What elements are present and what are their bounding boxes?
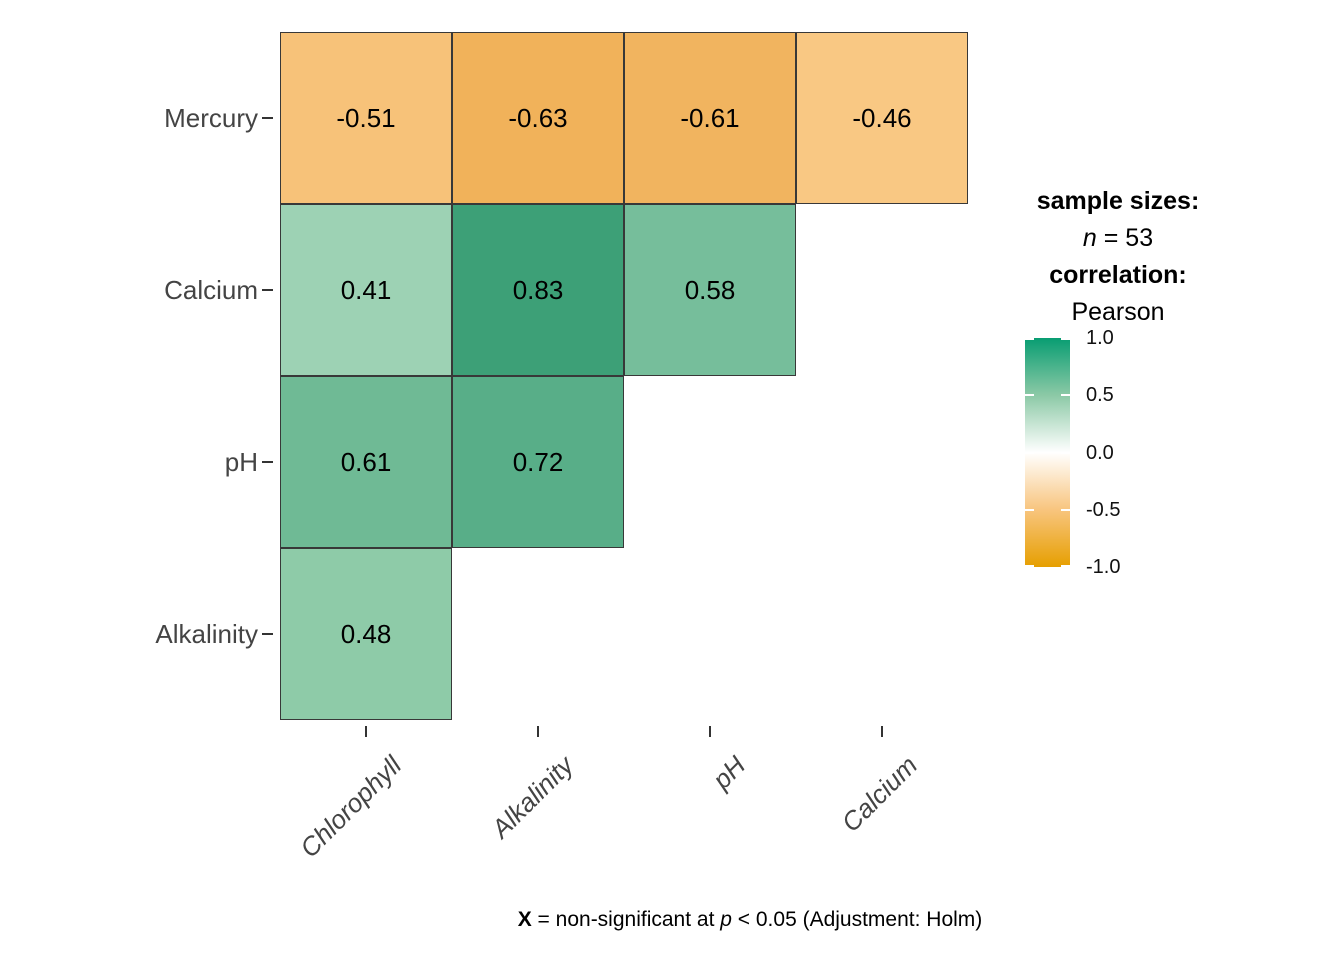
colorbar-break-tick (1061, 394, 1070, 397)
heatmap-cell-alkalinity-chlorophyll: 0.48 (280, 548, 452, 720)
x-axis-label-ph: pH (706, 750, 752, 795)
cell-value: 0.58 (684, 274, 736, 305)
heatmap-cell-mercury-alkalinity: -0.63 (452, 32, 624, 204)
colorbar-tick-label: 1.0 (1086, 327, 1114, 349)
legend-correlation-method: Pearson (1071, 298, 1165, 326)
colorbar-break-tick (1025, 565, 1034, 567)
heatmap-cell-calcium-chlorophyll: 0.41 (280, 204, 452, 376)
caption-x-symbol: X (517, 908, 532, 931)
cell-value: 0.41 (340, 274, 392, 305)
caption-mid-text: = non-significant at (531, 908, 721, 931)
colorbar-tick-label: -0.5 (1086, 498, 1121, 521)
heatmap-cell-mercury-chlorophyll: -0.51 (280, 32, 452, 204)
cell-value: 0.72 (512, 446, 564, 477)
legend: sample sizes: n = 53 correlation: Pearso… (1020, 183, 1216, 331)
colorbar-tick-label: 0.0 (1086, 441, 1114, 464)
heatmap-cell-mercury-ph: -0.61 (624, 32, 796, 204)
y-axis-tick (262, 461, 273, 463)
colorbar-break-tick (1061, 565, 1070, 567)
heatmap-cell-calcium-ph: 0.58 (624, 204, 796, 376)
legend-sample-size-value: n = 53 (1020, 220, 1216, 257)
colorbar-break-tick (1061, 451, 1070, 454)
caption-end-text: < 0.05 (Adjustment: Holm) (731, 908, 983, 931)
x-axis-tick (881, 726, 883, 737)
heatmap-cell-ph-chlorophyll: 0.61 (280, 376, 452, 548)
cell-value: -0.46 (852, 102, 912, 133)
colorbar-break-tick (1061, 338, 1070, 340)
heatmap-cell-mercury-calcium: -0.46 (796, 32, 968, 204)
heatmap-cell-calcium-alkalinity: 0.83 (452, 204, 624, 376)
cell-value: 0.83 (512, 274, 564, 305)
x-axis-tick (365, 726, 367, 737)
cell-value: 0.61 (340, 446, 392, 477)
caption-p-symbol: p (720, 908, 732, 931)
heatmap-cell-ph-alkalinity: 0.72 (452, 376, 624, 548)
cell-value: -0.51 (336, 102, 396, 133)
legend-title-sample-sizes: sample sizes: (1036, 187, 1200, 215)
y-axis-tick (262, 633, 273, 635)
caption: X = non-significant at p < 0.05 (Adjustm… (280, 908, 1220, 932)
y-axis-label-mercury: Mercury (164, 103, 258, 133)
y-axis-label-alkalinity: Alkalinity (155, 619, 258, 649)
n-value: = 53 (1096, 224, 1154, 252)
cell-value: -0.61 (680, 102, 740, 133)
x-axis-tick (537, 726, 539, 737)
y-axis-label-calcium: Calcium (164, 275, 258, 305)
colorbar-break-tick (1061, 508, 1070, 511)
colorbar-tick-label: 0.5 (1086, 384, 1114, 407)
x-axis-label-chlorophyll: Chlorophyll (294, 750, 408, 864)
y-axis-label-ph: pH (224, 447, 258, 477)
legend-title-correlation: correlation: (1049, 261, 1187, 289)
cell-value: -0.63 (508, 102, 568, 133)
colorbar-break-tick (1025, 394, 1034, 397)
cell-value: 0.48 (340, 618, 392, 649)
colorbar-break-tick (1025, 451, 1034, 454)
n-symbol: n (1082, 224, 1097, 252)
colorbar-gradient (1025, 338, 1070, 567)
x-axis-label-calcium: Calcium (835, 750, 924, 838)
y-axis-tick (262, 289, 273, 291)
colorbar-break-tick (1025, 338, 1034, 340)
x-axis-tick (709, 726, 711, 737)
y-axis-tick (262, 117, 273, 119)
x-axis-label-alkalinity: Alkalinity (485, 750, 580, 844)
colorbar-tick-label: -1.0 (1086, 556, 1121, 578)
colorbar-break-tick (1025, 508, 1034, 511)
